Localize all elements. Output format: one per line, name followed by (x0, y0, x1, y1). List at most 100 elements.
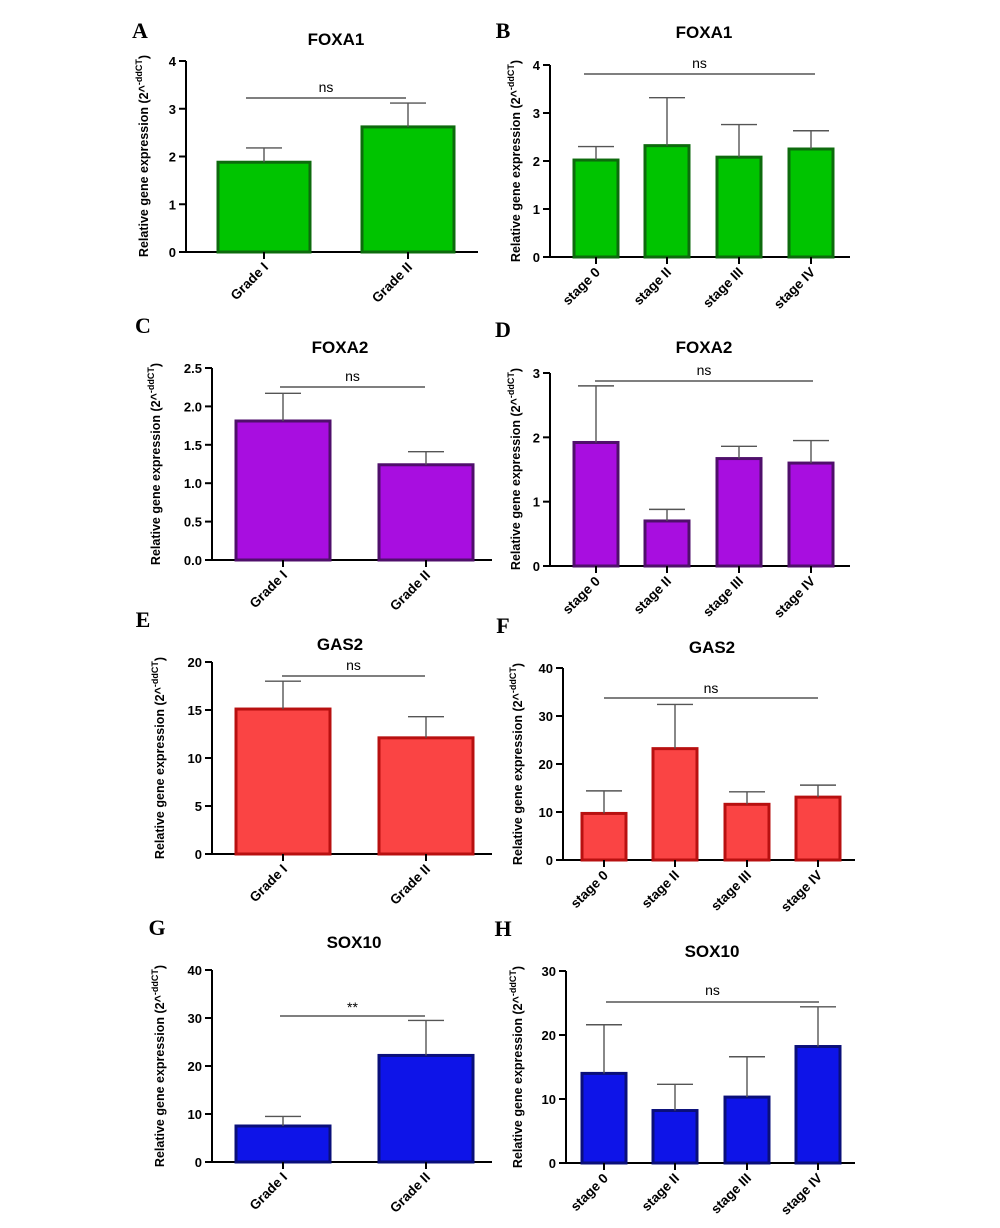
significance-label: ns (704, 680, 719, 696)
chart-title: FOXA2 (676, 338, 733, 357)
y-tick-label: 20 (188, 655, 202, 670)
y-tick-label: 0.5 (184, 515, 202, 530)
x-category-label: stage III (700, 265, 746, 311)
y-axis-label-main: Relative gene expression (2^ (511, 995, 525, 1168)
y-tick-label: 30 (542, 964, 556, 979)
y-axis-label: Relative gene expression (2^-ddCT) (150, 965, 167, 1167)
bar-stage-ii (651, 747, 699, 862)
y-axis-label: Relative gene expression (2^-ddCT) (506, 368, 523, 570)
y-axis-label-close: ) (509, 368, 523, 372)
y-axis-label-superscript: -ddCT (150, 969, 160, 995)
y-axis-label-close: ) (153, 965, 167, 969)
chart-panel-h: H SOX10 Relative gene expression (2^-ddCT)… (494, 916, 855, 1218)
bar-stage-0 (572, 158, 620, 259)
y-axis-label: Relative gene expression (2^-ddCT) (506, 60, 523, 262)
y-axis-label-superscript: -ddCT (146, 367, 156, 393)
y-tick-label: 0 (195, 1155, 202, 1170)
y-tick-label: 2 (169, 150, 176, 165)
y-axis-label: Relative gene expression (2^-ddCT) (508, 966, 525, 1168)
bar-grade-ii (377, 463, 475, 562)
y-tick-label: 5 (195, 799, 202, 814)
y-axis-label-close: ) (149, 363, 163, 367)
panel-letter: D (495, 317, 511, 342)
bar-stage-iii (723, 1095, 771, 1165)
bar-grade-i (234, 707, 332, 856)
bar-stage-iii (723, 802, 771, 862)
x-category-label: stage II (631, 265, 675, 309)
y-tick-label: 20 (542, 1028, 556, 1043)
y-axis-label: Relative gene expression (2^-ddCT) (150, 657, 167, 859)
x-category-label: Grade II (369, 260, 415, 306)
y-axis-label-superscript: -ddCT (508, 970, 518, 996)
significance-label: ns (692, 55, 707, 71)
significance-label: ** (347, 999, 358, 1015)
y-tick-label: 15 (188, 703, 202, 718)
y-tick-label: 1.5 (184, 438, 202, 453)
chart-panel-e: E GAS2 Relative gene expression (2^-ddCT) 0… (136, 607, 492, 908)
chart-panel-a: A FOXA1 Relative gene expression (2^-ddCT)… (132, 18, 478, 306)
chart-title: FOXA2 (312, 338, 369, 357)
y-axis-label-superscript: -ddCT (506, 372, 516, 398)
x-category-label: stage II (639, 868, 683, 912)
x-category-label: Grade I (247, 862, 291, 906)
y-axis-label-close: ) (511, 663, 525, 667)
y-axis-label-close: ) (509, 60, 523, 64)
y-tick-label: 10 (188, 751, 202, 766)
bar-grade-i (234, 1124, 332, 1164)
x-category-label: stage IV (771, 574, 818, 621)
y-axis-label-superscript: -ddCT (508, 667, 518, 693)
bar-stage-iv (794, 1045, 842, 1165)
bar-grade-i (216, 160, 312, 254)
panel-letter: A (132, 18, 148, 43)
bar-stage-iv (794, 795, 842, 862)
x-category-label: stage 0 (568, 1171, 612, 1215)
bar-grade-ii (377, 736, 475, 856)
y-tick-label: 20 (539, 757, 553, 772)
y-tick-label: 1 (533, 202, 540, 217)
x-category-label: stage IV (778, 1171, 825, 1218)
y-tick-label: 2 (533, 154, 540, 169)
y-tick-label: 4 (169, 54, 177, 69)
y-tick-label: 0 (546, 853, 553, 868)
y-tick-label: 40 (539, 661, 553, 676)
bar-stage-ii (651, 1109, 699, 1165)
chart-panel-d: D FOXA2 Relative gene expression (2^-ddCT)… (495, 317, 850, 621)
y-tick-label: 10 (539, 805, 553, 820)
x-category-label: stage III (700, 574, 746, 620)
y-tick-label: 2.5 (184, 361, 202, 376)
significance-label: ns (697, 362, 712, 378)
y-axis-label-superscript: -ddCT (134, 59, 144, 85)
panel-letter: G (148, 915, 165, 940)
x-category-label: Grade I (228, 260, 272, 304)
y-tick-label: 40 (188, 963, 202, 978)
x-category-label: Grade II (387, 862, 433, 908)
y-tick-label: 3 (533, 366, 540, 381)
x-category-label: Grade I (247, 1170, 291, 1214)
y-axis-label-main: Relative gene expression (2^ (509, 89, 523, 262)
panel-letter: H (494, 916, 511, 941)
chart-title: FOXA1 (676, 23, 733, 42)
significance-label: ns (345, 368, 360, 384)
y-tick-label: 2.0 (184, 399, 202, 414)
y-axis-label: Relative gene expression (2^-ddCT) (508, 663, 525, 865)
y-axis-label-superscript: -ddCT (150, 661, 160, 687)
y-axis-label-close: ) (153, 657, 167, 661)
significance-label: ns (705, 982, 720, 998)
panel-letter: C (135, 313, 151, 338)
y-tick-label: 30 (188, 1011, 202, 1026)
y-tick-label: 1 (533, 495, 540, 510)
y-tick-label: 1.0 (184, 476, 202, 491)
y-tick-label: 10 (542, 1092, 556, 1107)
x-category-label: stage 0 (560, 574, 604, 618)
y-tick-label: 30 (539, 709, 553, 724)
chart-title: SOX10 (327, 933, 382, 952)
y-tick-label: 0 (195, 847, 202, 862)
y-axis-label-main: Relative gene expression (2^ (137, 84, 151, 257)
y-tick-label: 0 (549, 1156, 556, 1171)
x-category-label: stage II (639, 1171, 683, 1215)
bar-stage-iii (715, 155, 763, 259)
bar-grade-ii (360, 125, 456, 254)
chart-panel-g: G SOX10 Relative gene expression (2^-ddCT)… (148, 915, 492, 1216)
bar-stage-iv (787, 461, 835, 568)
y-axis-label-main: Relative gene expression (2^ (153, 686, 167, 859)
